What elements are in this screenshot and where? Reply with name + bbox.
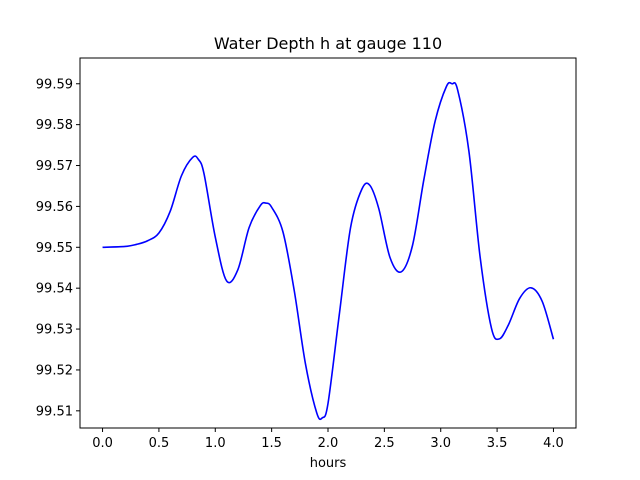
y-tick-label: 99.59 (36, 77, 73, 92)
y-ticks: 99.51 99.52 99.53 99.54 99.55 99.56 99.57 99.58… (36, 77, 80, 419)
y-tick-label: 99.55 (36, 241, 73, 256)
y-tick-label: 99.56 (36, 200, 73, 215)
y-tick-label: 99.54 (36, 282, 73, 297)
y-tick-label: 99.58 (36, 118, 73, 133)
series-line-1 (102, 81, 555, 421)
x-axis-label: hours (310, 456, 347, 471)
x-tick-label: 0.5 (149, 436, 170, 451)
plot-line-layer (102, 81, 555, 421)
x-tick-label: 1.0 (205, 436, 226, 451)
x-tick-label: 4.0 (543, 436, 564, 451)
x-tick-label: 0.0 (92, 436, 113, 451)
x-tick-label: 2.5 (374, 436, 395, 451)
y-tick-label: 99.57 (36, 159, 73, 174)
x-ticks: 0.0 0.5 1.0 1.5 2.0 2.5 3.0 3.5 4.0 (92, 428, 564, 451)
y-tick-label: 99.51 (36, 404, 73, 419)
x-tick-label: 3.5 (487, 436, 508, 451)
plot-frame (79, 57, 577, 429)
x-tick-label: 3.0 (430, 436, 451, 451)
x-tick-label: 2.0 (318, 436, 339, 451)
y-tick-label: 99.52 (36, 363, 73, 378)
y-tick-label: 99.53 (36, 323, 73, 338)
x-tick-label: 1.5 (261, 436, 282, 451)
chart-title: Water Depth h at gauge 110 (214, 34, 442, 53)
